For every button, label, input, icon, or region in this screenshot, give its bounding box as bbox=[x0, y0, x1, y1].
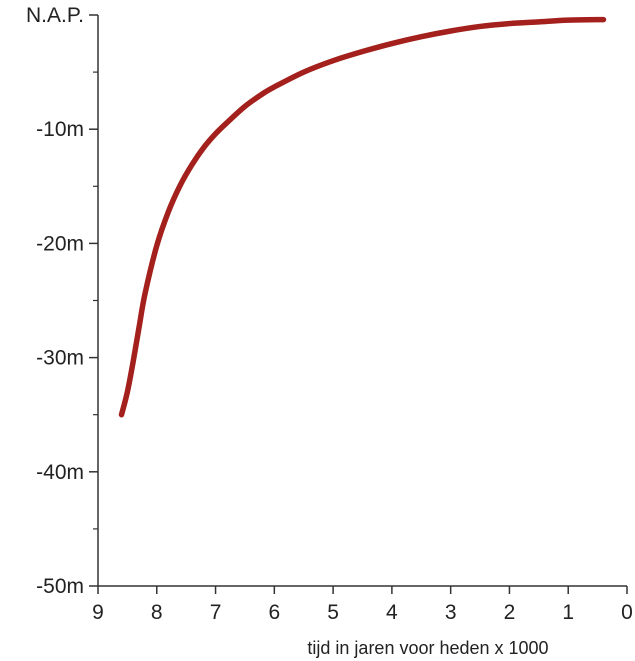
y-tick-label: -20m bbox=[36, 232, 84, 255]
y-tick-label: -30m bbox=[36, 347, 84, 370]
y-tick-label: -10m bbox=[36, 118, 84, 141]
x-tick-label: 0 bbox=[621, 601, 633, 624]
series-group bbox=[118, 16, 607, 418]
x-tick-label: 2 bbox=[504, 601, 516, 624]
x-tick-label: 5 bbox=[327, 601, 339, 624]
x-axis-title: tijd in jaren voor heden x 1000 bbox=[307, 638, 548, 658]
x-tick-label: 8 bbox=[151, 601, 163, 624]
x-axis: 9 8 7 6 5 4 3 2 1 0 bbox=[92, 585, 633, 624]
x-tick-label: 4 bbox=[386, 601, 398, 624]
y-tick-label: N.A.P. bbox=[26, 4, 84, 27]
x-tick-label: 9 bbox=[92, 601, 104, 624]
x-tick-label: 1 bbox=[562, 601, 574, 624]
x-tick-label: 6 bbox=[268, 601, 280, 624]
y-tick-label: -40m bbox=[36, 461, 84, 484]
y-axis: N.A.P. -10m -20m -30m -40m -50m bbox=[26, 4, 99, 598]
y-tick-label: -50m bbox=[36, 575, 84, 598]
x-tick-label: 3 bbox=[445, 601, 457, 624]
series-line bbox=[118, 16, 607, 418]
x-tick-label: 7 bbox=[210, 601, 222, 624]
